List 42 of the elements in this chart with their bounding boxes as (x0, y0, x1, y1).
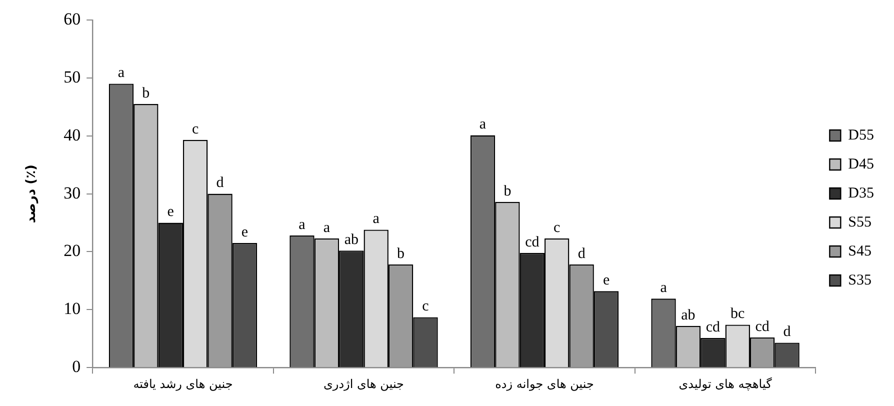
x-tick-label: جنین های اژدری (324, 376, 404, 391)
legend-label: D35 (848, 185, 874, 202)
data-label: e (167, 204, 174, 220)
data-label: c (192, 121, 199, 138)
legend-label: S45 (848, 243, 872, 260)
data-label: cd (525, 234, 540, 250)
data-label: e (241, 224, 248, 240)
data-label: a (372, 211, 380, 228)
legend-label: D45 (848, 156, 874, 172)
data-label: d (216, 175, 224, 192)
data-label: cd (706, 319, 721, 336)
data-label: e (602, 272, 610, 289)
data-label: b (397, 246, 405, 262)
x-tick-label: جنین های جوانه زده (495, 376, 594, 391)
data-label: b (504, 183, 512, 200)
y-tick-label: 20 (64, 241, 81, 260)
y-tick-label: 50 (64, 67, 81, 86)
x-tick-label: جنین های رشد یافته (133, 376, 233, 391)
legend-label: D55 (848, 127, 874, 144)
data-label: cd (755, 318, 770, 335)
y-axis-title: درصد (٪) (24, 164, 40, 224)
data-label: a (660, 280, 668, 296)
x-tick-label: گیاهچه های تولیدی (678, 376, 772, 391)
data-label: bc (730, 306, 746, 322)
data-label: a (479, 116, 486, 133)
data-label: d (783, 324, 792, 340)
data-label: d (578, 246, 586, 262)
data-label: a (323, 220, 330, 236)
y-tick-label: 30 (64, 183, 81, 202)
y-tick-label: 0 (72, 357, 81, 376)
y-tick-label: 10 (64, 299, 81, 318)
data-label: a (118, 65, 125, 82)
data-label: ab (344, 232, 358, 248)
data-label: c (422, 298, 430, 315)
legend-label: S55 (848, 214, 872, 230)
data-label: a (298, 216, 306, 233)
data-label: ab (681, 307, 696, 324)
legend-label: S35 (848, 272, 872, 288)
y-tick-label: 60 (64, 9, 81, 28)
data-label: b (142, 85, 150, 102)
y-tick-label: 40 (64, 125, 81, 144)
data-label: c (554, 220, 561, 236)
